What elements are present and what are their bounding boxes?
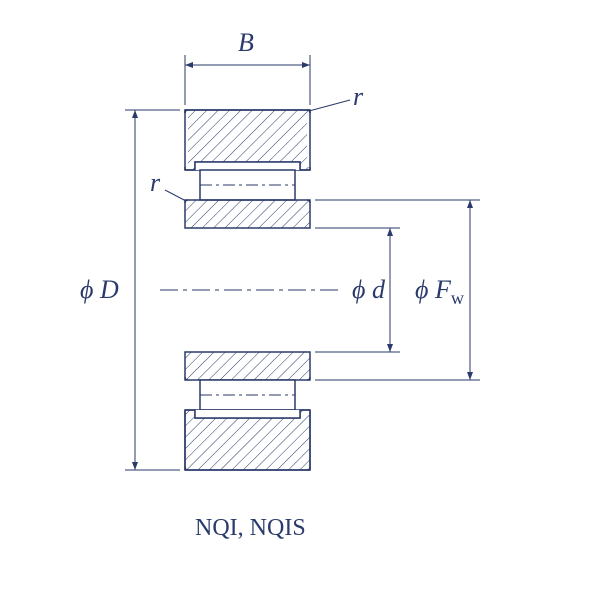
outer-ring-top [180,110,315,170]
inner-ring-top [185,200,310,228]
model-label: NQI, NQIS [195,515,306,542]
radius-top-right [309,100,350,111]
bearing-cross-section-diagram: B r r ϕ D ϕ d ϕ Fw NQI, NQIS [0,0,600,600]
outer-ring-bottom [185,410,310,470]
label-r-top: r [353,82,363,112]
label-Fw: ϕ Fw [415,275,464,309]
roller-bottom [200,380,295,410]
label-B: B [238,28,254,58]
roller-top [200,170,295,200]
inner-ring-bottom [185,352,310,380]
dimension-width-B [185,55,310,105]
label-r-left: r [150,168,160,198]
radius-inner-left [165,190,186,201]
label-D: ϕ D [80,275,119,305]
label-d: ϕ d [352,275,385,305]
